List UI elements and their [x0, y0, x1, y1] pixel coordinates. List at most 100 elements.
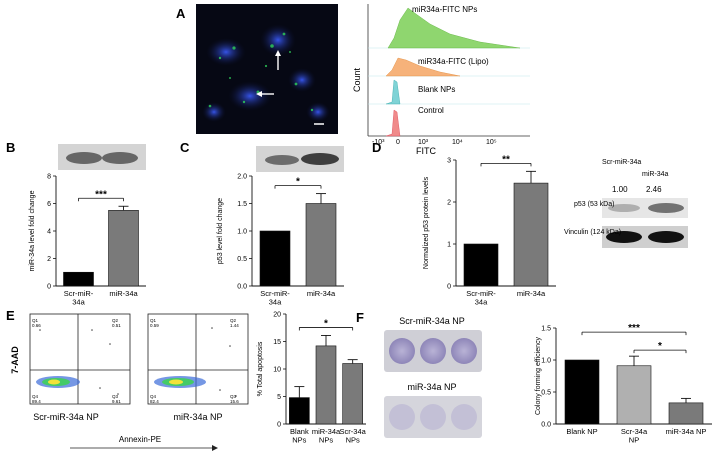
- panel-label-c: C: [180, 140, 190, 155]
- colony-plate-mir: miR-34a NP: [384, 382, 482, 438]
- panel-label-a: A: [176, 6, 186, 21]
- quadrant-label: Q2 0.51: [112, 318, 121, 328]
- y-axis-label: % Total apoptosis: [257, 341, 264, 396]
- x-tick-label: miR-34a NP: [666, 427, 707, 436]
- significance-label: *: [296, 177, 300, 188]
- flow-tick: 0: [396, 139, 400, 146]
- significance-label: ***: [95, 189, 107, 200]
- blot-d: Scr-miR-34a miR-34a 1.00 2.46 p53 (53 kD…: [564, 159, 688, 248]
- quadrant-label: Q1 0.59: [150, 318, 159, 328]
- y-axis-label: p53 level fold change: [217, 198, 224, 264]
- panel-label-b: B: [6, 140, 15, 155]
- dotplot-mir: Q1 0.59 Q2 1.44 Q4 82.4 Q3 15.6: [147, 313, 249, 405]
- y-axis-label: Colony forming efficiency: [535, 336, 542, 415]
- histogram-lipo: [385, 57, 461, 77]
- plate-label: miR-34a NP: [407, 382, 456, 392]
- x-tick-label: Scr-34a NPs: [340, 427, 367, 444]
- quadrant-label: Q2 1.44: [230, 318, 239, 328]
- y-tick-label: 0.0: [237, 284, 247, 291]
- panel-label-d: D: [372, 140, 381, 155]
- flow-tick: 10⁴: [452, 139, 463, 146]
- lane-label: Scr-miR-34a: [602, 159, 641, 166]
- y-tick-label: 10: [273, 367, 281, 374]
- quadrant-label: Q3 15.6: [230, 394, 239, 404]
- significance-label: ***: [628, 323, 640, 334]
- y-tick-label: 0.5: [541, 390, 551, 397]
- y-tick-label: 8: [47, 174, 51, 181]
- bar-chart-b: 0 2 4 6 8 Scr-miR-34a miR-34a miR-34a level fol…: [29, 174, 146, 306]
- y-tick-label: 5: [277, 394, 281, 401]
- band-label: p53 (53 kDa): [574, 201, 614, 208]
- bar: [315, 345, 337, 425]
- histogram-control: [385, 109, 401, 137]
- x-tick-label: miR-34a: [109, 289, 138, 298]
- y-axis-label: Normalized p53 protein levels: [423, 176, 430, 269]
- bar-chart-d: 0 1 2 3 Scr-miR-34a miR-34a Normalized p53 pro…: [423, 154, 556, 306]
- y-tick-label: 6: [47, 201, 51, 208]
- histogram-label: Control: [418, 106, 444, 115]
- y-tick-label: 3: [447, 158, 451, 165]
- micrograph: [196, 4, 338, 134]
- bar: [564, 359, 600, 425]
- bar-charts: 0 2 4 6 8 Scr-miR-34a miR-34a miR-34a level fol…: [29, 154, 712, 444]
- panel-label-f: F: [356, 310, 364, 325]
- y-tick-label: 1.0: [237, 229, 247, 236]
- y-tick-label: 2: [47, 256, 51, 263]
- quadrant-label: Q4 82.4: [150, 394, 159, 404]
- x-tick-label: Scr-34a NP: [621, 427, 648, 444]
- bar: [305, 203, 337, 287]
- x-tick-label: miR-34a: [307, 289, 336, 298]
- histogram-fitc-nps: [387, 7, 521, 49]
- dotplot-scr: Q1 0.66 Q2 0.51 Q4 89.4 Q3 9.61: [29, 313, 131, 405]
- y-tick-label: 1.5: [541, 326, 551, 333]
- x-tick-label: miR-34a NPs: [312, 427, 341, 444]
- y-tick-label: 1: [447, 242, 451, 249]
- x-tick-label: miR-34a: [517, 289, 546, 298]
- bar: [513, 182, 549, 287]
- bar: [616, 365, 652, 425]
- y-tick-label: 2: [447, 200, 451, 207]
- bar: [63, 271, 94, 287]
- flow-tick: 10⁵: [486, 139, 497, 146]
- quadrant-label: Q1 0.66: [32, 318, 41, 328]
- blot-strip-c: [256, 146, 344, 172]
- flow-histogram: miR34a-FITC NPs miR34a-FITC (Lipo) Blank…: [352, 4, 530, 156]
- histogram-label: Blank NPs: [418, 85, 455, 94]
- quant-value: 1.00: [612, 185, 628, 194]
- y-tick-label: 0: [47, 284, 51, 291]
- flow-tick: 10³: [418, 139, 429, 146]
- y-tick-label: 4: [47, 229, 51, 236]
- bar: [463, 243, 499, 287]
- flow-tick: -10³: [372, 139, 385, 146]
- y-tick-label: 20: [273, 312, 281, 319]
- y-tick-label: 1.5: [237, 201, 247, 208]
- flow-xlabel: FITC: [416, 146, 436, 156]
- quadrant-label: Q4 89.4: [32, 394, 41, 404]
- dotplot-ylabel: 7-AAD: [10, 346, 20, 374]
- histogram-label: miR34a-FITC (Lipo): [418, 57, 489, 66]
- y-tick-label: 15: [273, 339, 281, 346]
- histogram-label: miR34a-FITC NPs: [412, 5, 477, 14]
- bar: [668, 402, 704, 425]
- bar: [289, 397, 310, 425]
- blot-strip-b: [58, 144, 146, 170]
- x-tick-label: Scr-miR-34a: [466, 289, 496, 306]
- bar: [342, 363, 363, 425]
- y-tick-label: 0.0: [541, 422, 551, 429]
- y-axis-label: miR-34a level fold change: [29, 190, 36, 271]
- bar: [259, 230, 291, 287]
- significance-label: *: [324, 318, 328, 329]
- x-tick-label: Scr-miR-34a: [64, 289, 94, 306]
- panel-label-e: E: [6, 308, 15, 323]
- y-tick-label: 1.0: [541, 358, 551, 365]
- x-tick-label: Blank NP: [566, 427, 597, 436]
- significance-label: *: [658, 341, 662, 352]
- significance-label: **: [502, 154, 510, 165]
- bar-chart-c: 0.0 0.5 1.0 1.5 2.0 Scr-miR-34a miR-34a p53 lev…: [217, 174, 344, 306]
- y-tick-label: 0.5: [237, 256, 247, 263]
- y-tick-label: 2.0: [237, 174, 247, 181]
- bar-chart-f: 0.0 0.5 1.0 1.5 Blank NP Scr-34a NP miR-34a NP C…: [535, 323, 712, 444]
- dotplot-name: miR-34a NP: [173, 412, 222, 422]
